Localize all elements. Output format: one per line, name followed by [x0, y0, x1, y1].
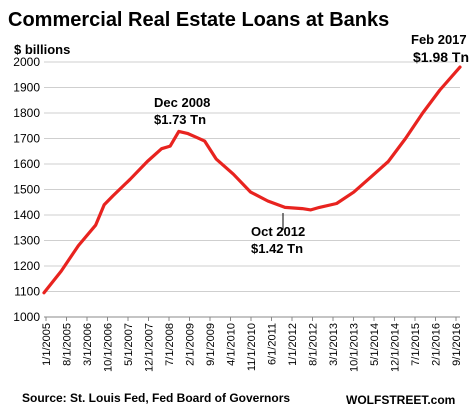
x-tick-labels: 1/1/2005 8/1/2005 3/1/2006 10/1/2006 5/1/200… — [41, 317, 463, 372]
y-tick-label: 1400 — [13, 208, 40, 222]
x-tick-label: 8/1/2005 — [62, 323, 74, 366]
x-tick-label: 8/1/2012 — [308, 323, 320, 366]
y-tick-labels: 1000 1100 1200 1300 1400 1500 1600 1700 1800 1900… — [13, 55, 40, 324]
x-tick-label: 12/1/2014 — [390, 323, 402, 372]
x-tick-label: 1/1/2005 — [41, 323, 53, 366]
annotation-trough: Oct 2012 $1.42 Tn — [251, 213, 305, 256]
x-tick-label: 9/1/2016 — [451, 323, 463, 366]
y-tick-label: 1600 — [13, 157, 40, 171]
annotation-trough-date: Oct 2012 — [251, 224, 305, 239]
x-tick-label: 5/1/2007 — [123, 323, 135, 366]
y-tick-label: 1100 — [14, 285, 40, 299]
x-tick-label: 6/1/2011 — [267, 323, 279, 365]
x-tick-label: 2/1/2016 — [431, 323, 443, 366]
y-tick-label: 1000 — [13, 310, 40, 324]
annotation-peak: Dec 2008 $1.73 Tn — [154, 95, 210, 127]
y-axis-label: $ billions — [14, 42, 70, 57]
y-tick-label: 2000 — [13, 55, 40, 69]
y-tick-label: 1200 — [13, 259, 40, 273]
x-tick-label: 10/1/2013 — [349, 323, 361, 372]
x-tick-label: 12/1/2007 — [144, 323, 156, 372]
y-tick-label: 1800 — [13, 106, 40, 120]
chart-title: Commercial Real Estate Loans at Banks — [8, 9, 389, 31]
x-tick-label: 5/1/2014 — [369, 323, 381, 366]
grid-layer — [44, 61, 460, 318]
source-note: Source: St. Louis Fed, Fed Board of Gove… — [22, 391, 290, 405]
y-tick-label: 1500 — [13, 183, 40, 197]
x-tick-label: 10/1/2006 — [103, 323, 115, 372]
annotation-peak-value: $1.73 Tn — [154, 112, 206, 127]
annotation-trough-value: $1.42 Tn — [251, 241, 303, 256]
x-tick-label: 9/1/2009 — [205, 323, 217, 366]
x-tick-label: 3/1/2013 — [328, 323, 340, 366]
annotation-latest-date: Feb 2017 — [411, 32, 467, 47]
annotation-latest-value: $1.98 Tn — [413, 49, 469, 65]
x-tick-label: 1/1/2012 — [287, 323, 299, 366]
annotation-latest: Feb 2017 $1.98 Tn — [411, 32, 469, 65]
x-tick-label: 7/1/2015 — [410, 323, 422, 366]
watermark: WOLFSTREET.com — [346, 393, 455, 407]
x-tick-label: 2/1/2009 — [185, 323, 197, 366]
y-tick-label: 1900 — [13, 81, 40, 95]
annotation-peak-date: Dec 2008 — [154, 95, 210, 110]
y-tick-label: 1300 — [13, 234, 40, 248]
y-tick-label: 1700 — [13, 132, 40, 146]
x-tick-label: 11/1/2010 — [246, 323, 258, 371]
x-tick-label: 3/1/2006 — [82, 323, 94, 366]
x-tick-label: 4/1/2010 — [226, 323, 238, 366]
series-line — [42, 65, 462, 295]
x-tick-label: 7/1/2008 — [164, 323, 176, 366]
series-layer — [42, 65, 462, 295]
